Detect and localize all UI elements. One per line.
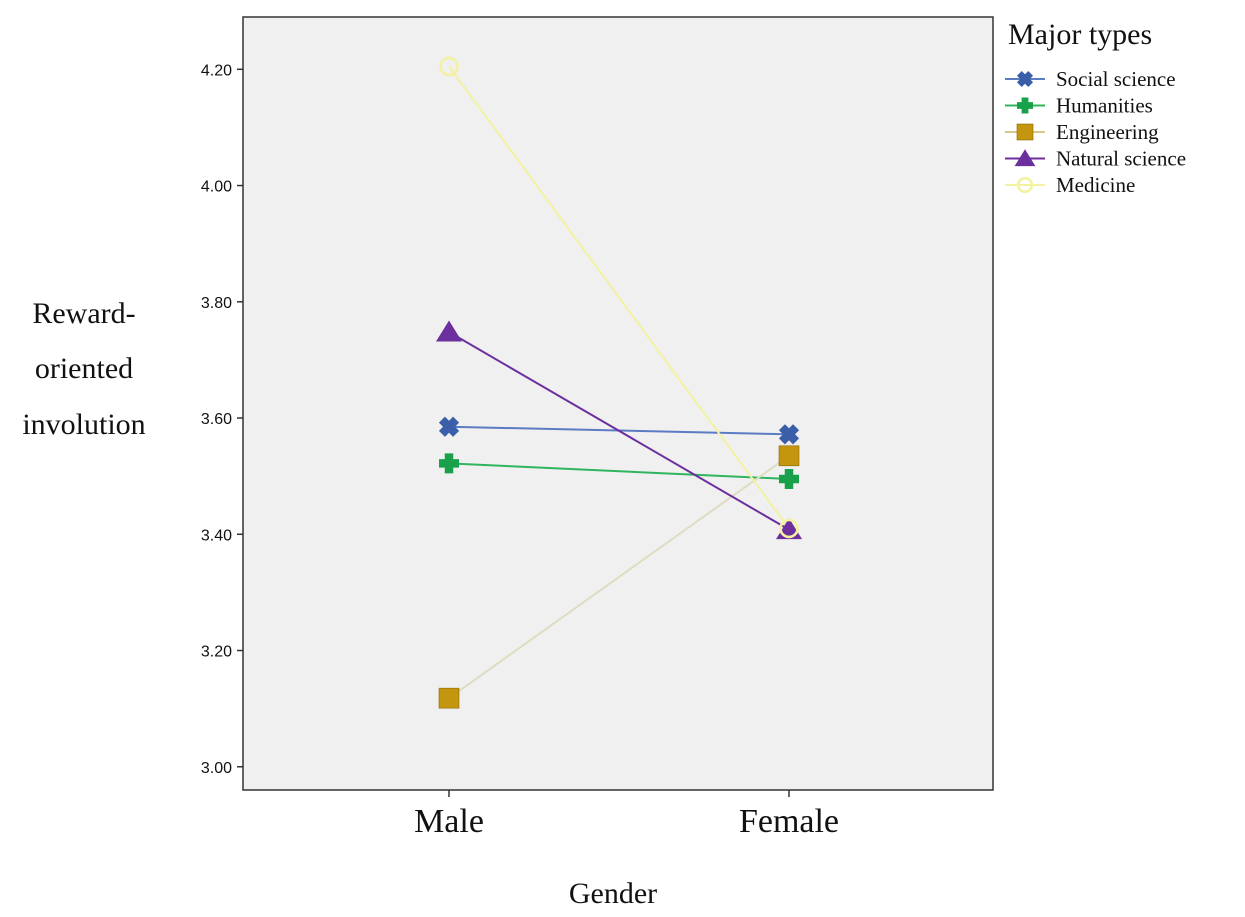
series-line-medicine: [448, 65, 790, 530]
data-point-engineering-female: [778, 445, 800, 467]
legend-label-medicine: Medicine: [1056, 173, 1135, 197]
legend-marker-natural-science: [1014, 149, 1036, 167]
legend-title: Major types: [1008, 18, 1152, 51]
y-axis-label-line-2: oriented: [35, 352, 133, 385]
legend-label-humanities: Humanities: [1056, 94, 1153, 118]
y-axis-label-line-1: Reward-: [32, 297, 135, 330]
y-tick-label: 3.20: [201, 644, 232, 661]
legend-marker-medicine: [1016, 176, 1034, 194]
data-point-natural-science-male: [436, 320, 462, 342]
plot-area: [242, 16, 994, 791]
data-point-medicine-female: [779, 518, 799, 539]
series-line-natural-science: [448, 331, 790, 531]
y-tick-label: 3.40: [201, 527, 232, 544]
legend-marker-engineering: [1016, 123, 1034, 141]
x-tick-label: Male: [414, 803, 484, 840]
legend-label-social-science: Social science: [1056, 67, 1176, 91]
y-axis-label-line-3: involution: [22, 408, 145, 441]
y-axis: 3.00 3.20 3.40 3.60 3.80 4.00 4.20: [201, 62, 243, 777]
data-point-humanities-female: [779, 469, 799, 490]
y-tick-label: 4.20: [201, 62, 232, 79]
y-tick-label: 3.80: [201, 295, 232, 312]
legend-label-engineering: Engineering: [1056, 120, 1159, 144]
x-tick-label: Female: [739, 803, 839, 840]
data-point-social-science-male: [438, 416, 460, 437]
series-lines: [448, 65, 790, 699]
data-point-engineering-male: [438, 687, 460, 709]
legend: Major types Social science HumanitiesEngi…: [1005, 18, 1186, 197]
legend-marker-social-science: [1016, 70, 1034, 88]
data-point-medicine-male: [439, 56, 459, 77]
y-tick-label: 3.00: [201, 760, 232, 777]
y-tick-label: 4.00: [201, 179, 232, 196]
legend-marker-humanities: [1017, 97, 1033, 114]
data-point-humanities-male: [439, 453, 459, 474]
series-line-humanities: [448, 462, 790, 481]
series-markers: [436, 56, 802, 709]
legend-label-natural-science: Natural science: [1056, 147, 1186, 171]
y-tick-label: 3.60: [201, 411, 232, 428]
data-point-social-science-female: [778, 424, 800, 445]
x-axis: Male Female: [414, 790, 839, 840]
x-axis-label: Gender: [569, 877, 657, 910]
